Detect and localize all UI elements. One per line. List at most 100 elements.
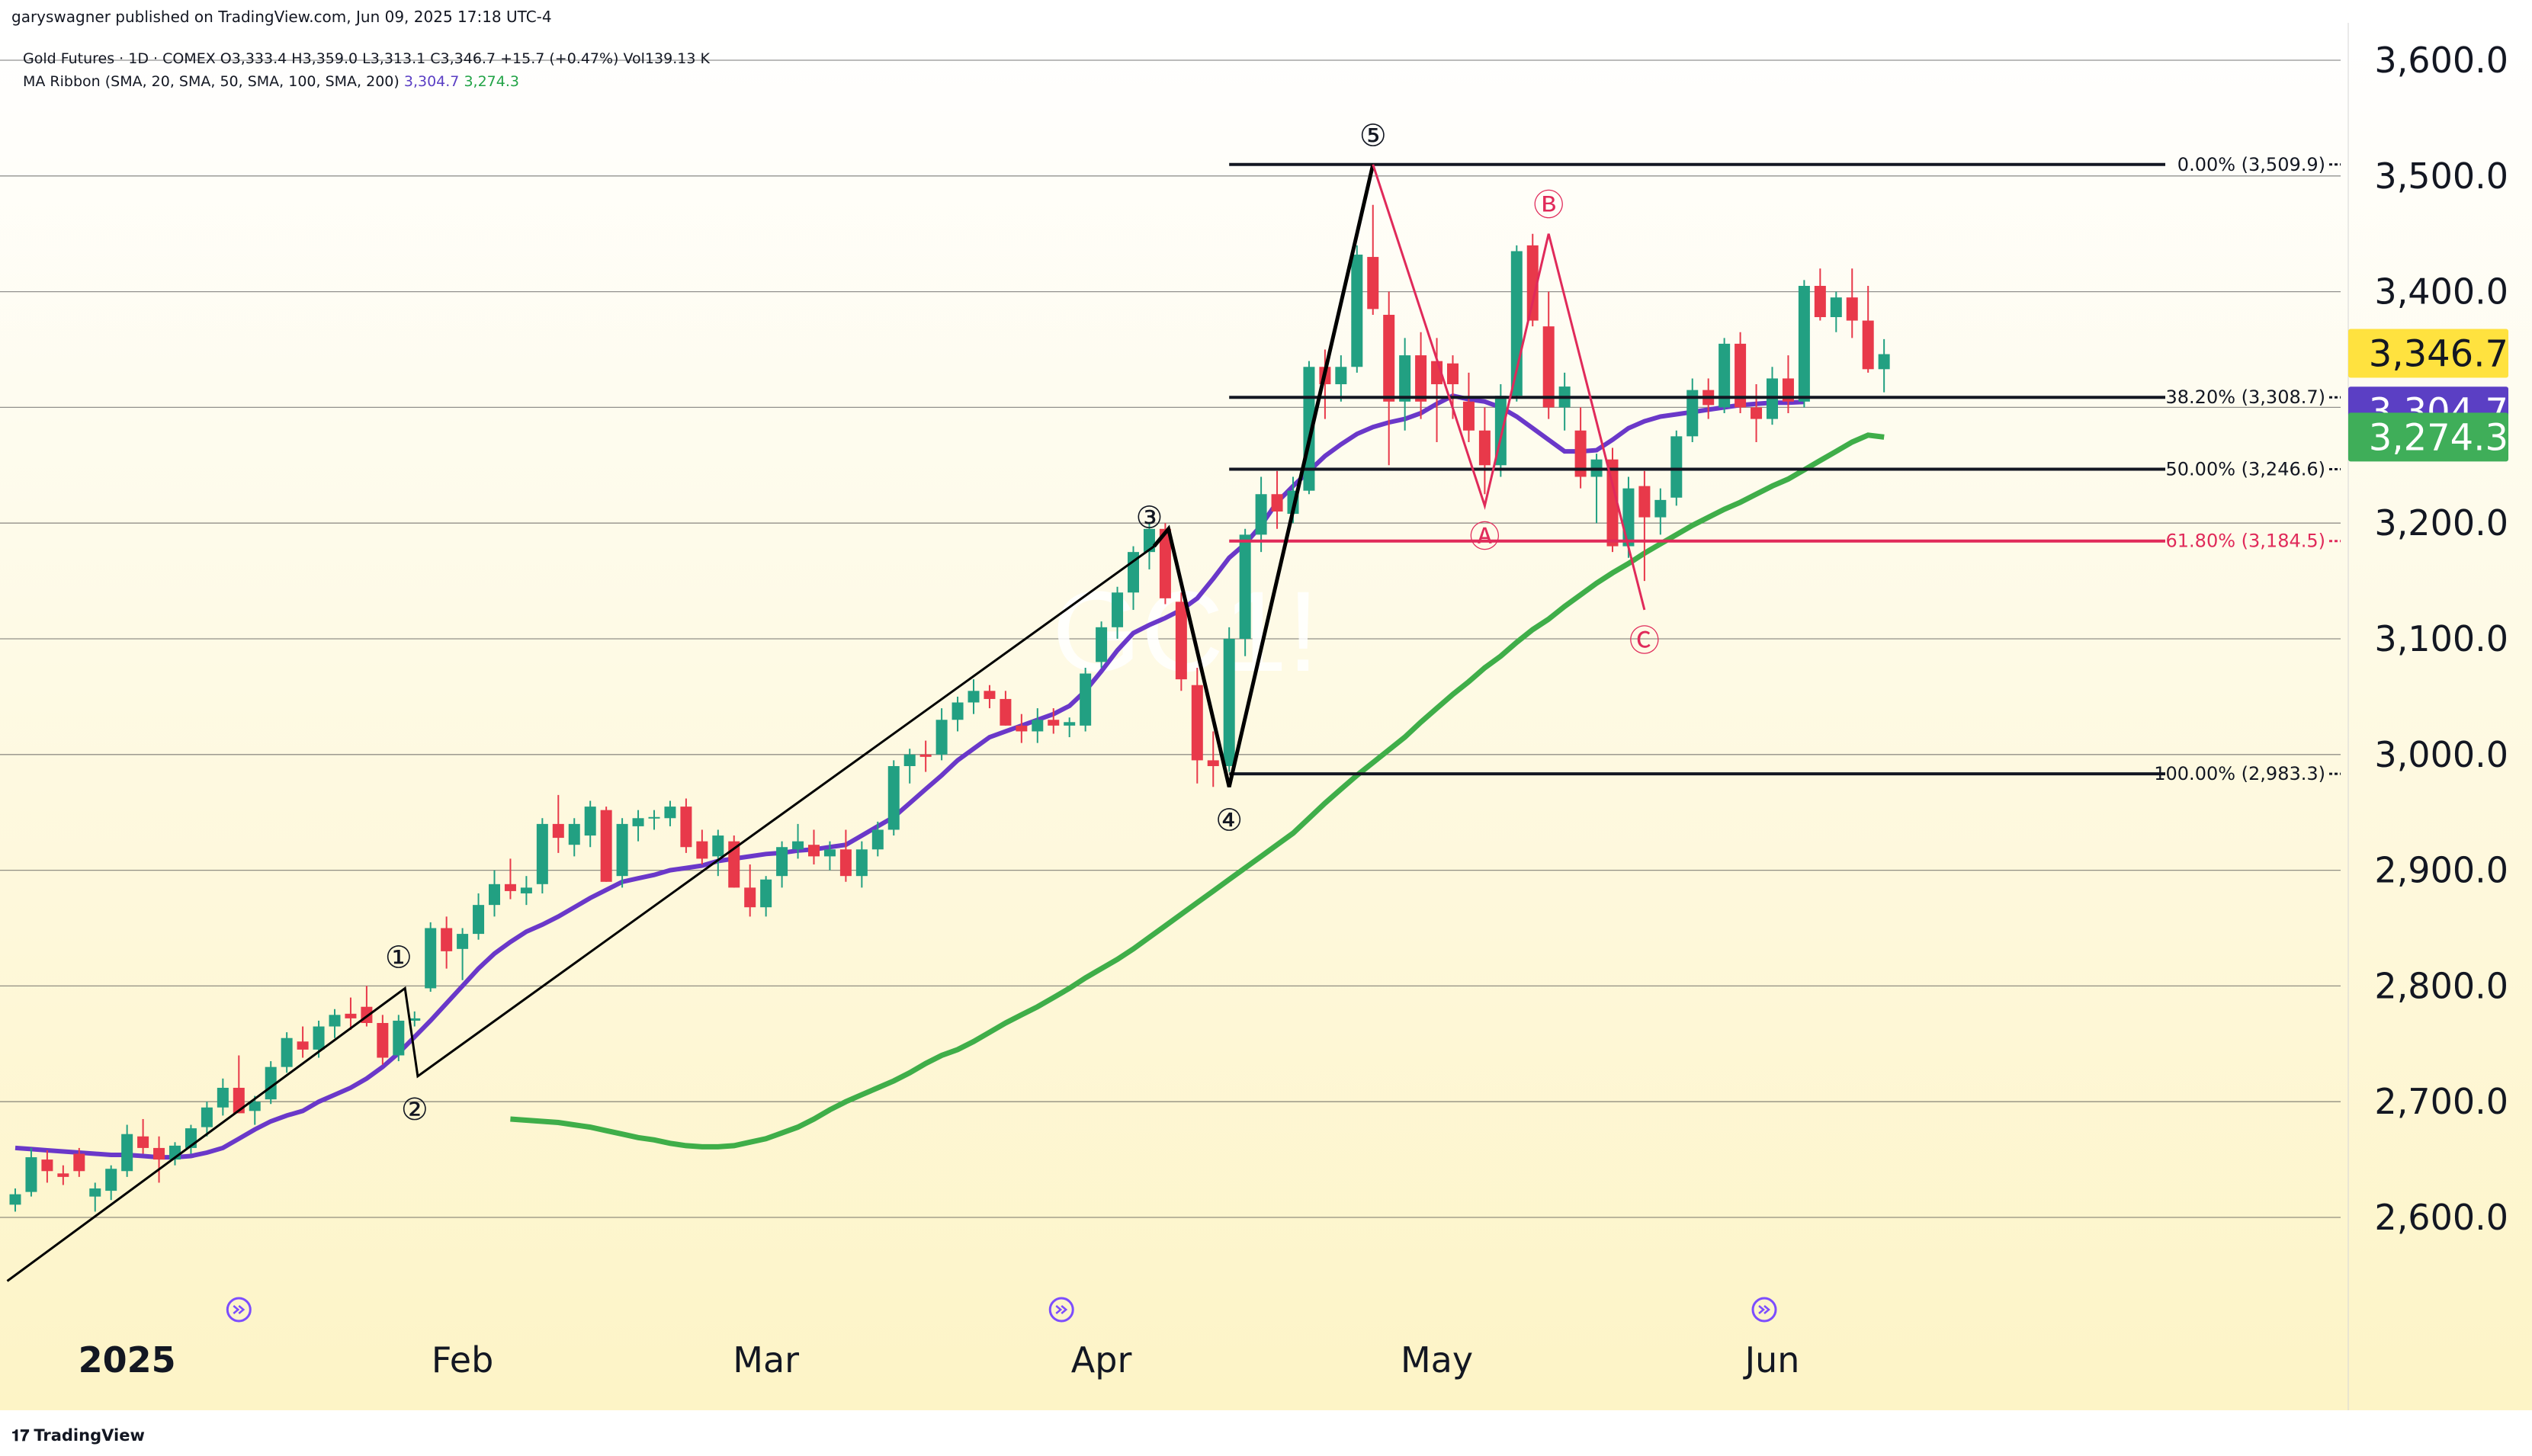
- candle-up: [249, 1102, 261, 1111]
- ma-value-50: 3,274.3: [464, 73, 519, 90]
- candle-up: [393, 1020, 405, 1056]
- candle-down: [137, 1136, 149, 1148]
- candle-down: [1447, 363, 1459, 385]
- x-tick-label: Apr: [1071, 1339, 1132, 1381]
- candle-down: [1735, 343, 1747, 408]
- candle-down: [808, 845, 820, 857]
- candle-down: [73, 1153, 85, 1172]
- candle-down: [1271, 494, 1283, 512]
- candle-down: [1574, 430, 1587, 477]
- candle-up: [584, 807, 596, 836]
- event-icon-arrows: [1055, 1305, 1068, 1314]
- x-tick-label: 2025: [79, 1339, 176, 1381]
- candle-up: [903, 754, 916, 766]
- candle-up: [1830, 297, 1842, 317]
- y-tick-label: 2,700.0: [2374, 1081, 2508, 1122]
- candle-down: [552, 823, 564, 839]
- candle-up: [217, 1087, 229, 1108]
- candle-up: [265, 1066, 277, 1100]
- ma-ribbon-label: MA Ribbon (SMA, 20, SMA, 50, SMA, 100, S…: [23, 73, 400, 90]
- x-tick-label: May: [1401, 1339, 1473, 1381]
- candle-down: [1526, 245, 1539, 321]
- candle-up: [89, 1188, 101, 1197]
- y-tick-label: 3,100.0: [2374, 618, 2508, 659]
- price-tag-text: 3,346.7: [2369, 333, 2508, 376]
- candle-up: [1112, 592, 1124, 627]
- candle-up: [1064, 722, 1076, 726]
- candle-up: [536, 823, 548, 884]
- candle-down: [153, 1147, 165, 1160]
- candle-up: [1798, 286, 1810, 402]
- y-tick-label: 3,500.0: [2374, 156, 2508, 197]
- wave-labels: ① ② ③ ④ ⑤ Ⓐ Ⓑ Ⓒ: [385, 119, 1660, 1127]
- publish-info: garyswagner published on TradingView.com…: [11, 8, 552, 26]
- candles: [9, 204, 1890, 1212]
- candle-down: [345, 1013, 357, 1018]
- fib-level-label: 0.00% (3,509.9): [2177, 154, 2325, 175]
- candle-up: [281, 1037, 293, 1067]
- candle-up: [648, 816, 660, 819]
- price-tag-text: 3,274.3: [2369, 416, 2508, 459]
- x-tick-label: Feb: [432, 1339, 493, 1381]
- candle-up: [968, 691, 980, 703]
- candle-up: [1718, 343, 1731, 408]
- candle-up: [1622, 488, 1635, 547]
- candle-down: [1383, 314, 1395, 402]
- candle-up: [664, 807, 676, 819]
- candle-up: [632, 818, 644, 826]
- candle-up: [105, 1169, 117, 1191]
- candle-up: [887, 765, 900, 830]
- candle-up: [25, 1157, 37, 1192]
- candle-down: [1542, 326, 1555, 408]
- candle-down: [1846, 297, 1858, 321]
- candle-down: [696, 841, 708, 859]
- price-tags: 3,346.73,304.73,274.3: [2348, 329, 2508, 462]
- candle-up: [457, 934, 469, 949]
- candle-up: [1878, 354, 1890, 370]
- candle-up: [935, 720, 948, 755]
- candle-down: [1751, 407, 1763, 419]
- fib-level-label: 100.00% (2,983.3): [2154, 763, 2325, 784]
- candle-down: [233, 1087, 245, 1114]
- candle-up: [952, 702, 964, 720]
- candle-up: [1351, 255, 1363, 367]
- y-tick-label: 2,900.0: [2374, 850, 2508, 891]
- y-tick-label: 2,800.0: [2374, 965, 2508, 1006]
- fib-level-label: 38.20% (3,308.7): [2166, 386, 2325, 408]
- elliott-wave-lines: [6, 164, 1646, 1282]
- wave-label: ②: [401, 1092, 428, 1127]
- ma-value-20: 3,304.7: [403, 73, 460, 90]
- wave-label: Ⓑ: [1533, 188, 1564, 223]
- tradingview-logo[interactable]: 𝟏𝟕 TradingView: [11, 1426, 145, 1445]
- candle-up: [313, 1026, 325, 1050]
- price-tag-bg: [2348, 412, 2508, 462]
- candle-down: [377, 1022, 389, 1058]
- candle-up: [201, 1107, 213, 1127]
- grid-lines: [0, 23, 2349, 1410]
- wave-label: ⑤: [1359, 119, 1387, 154]
- candle-up: [9, 1194, 21, 1205]
- candle-up: [1686, 390, 1699, 437]
- ma-ribbon-legend: MA Ribbon (SMA, 20, SMA, 50, SMA, 100, S…: [23, 70, 710, 93]
- candle-up: [1255, 494, 1267, 535]
- candle-up: [121, 1134, 133, 1172]
- candle-down: [919, 754, 932, 757]
- candle-down: [441, 928, 453, 951]
- wave-label: ④: [1215, 803, 1243, 838]
- event-icon: [1751, 1297, 1777, 1323]
- time-axis[interactable]: 2025 Feb Mar Apr May Jun: [79, 1297, 1800, 1381]
- event-icon-arrows: [233, 1305, 245, 1314]
- candle-down: [1462, 401, 1475, 431]
- candle-up: [855, 849, 868, 877]
- candle-down: [1478, 430, 1491, 466]
- candle-down: [57, 1173, 69, 1177]
- candle-up: [489, 884, 500, 906]
- wave-line-0-3: [6, 545, 1155, 1282]
- candle-down: [1814, 286, 1826, 317]
- tradingview-icon: 𝟏𝟕: [11, 1426, 30, 1445]
- candle-down: [1175, 601, 1187, 680]
- candle-up: [1223, 639, 1235, 766]
- candle-down: [297, 1041, 309, 1050]
- sma-50-line: [510, 432, 1885, 1150]
